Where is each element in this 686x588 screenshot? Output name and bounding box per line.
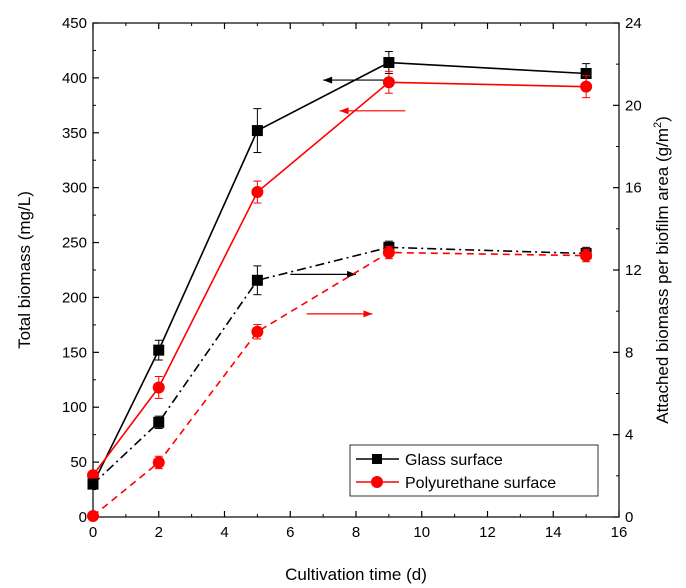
data-point-circle xyxy=(382,76,395,89)
y-left-tick-label: 100 xyxy=(62,399,87,416)
x-tick-label: 16 xyxy=(611,524,628,541)
data-point-circle xyxy=(382,246,395,259)
y-left-tick-label: 300 xyxy=(62,180,87,197)
data-point-square xyxy=(87,478,99,490)
series-3 xyxy=(87,245,593,522)
data-point-square xyxy=(251,274,263,286)
y-right-axis-title: Attached biomass per biofilm area (g/m2) xyxy=(652,116,672,424)
y-right-axis-title-sup: 2 xyxy=(652,122,664,128)
x-tick-label: 2 xyxy=(155,524,163,541)
y-left-tick-label: 350 xyxy=(62,125,87,142)
data-point-circle xyxy=(580,80,593,93)
x-tick-label: 14 xyxy=(545,524,562,541)
x-axis-title: Cultivation time (d) xyxy=(285,565,427,584)
data-point-circle xyxy=(251,186,264,199)
data-point-square xyxy=(153,416,165,428)
series-1 xyxy=(87,70,593,482)
annotation-arrowhead xyxy=(339,107,349,115)
legend-polyurethane-label: Polyurethane surface xyxy=(405,475,556,492)
series-layer xyxy=(87,51,593,522)
axis-ticks xyxy=(92,22,620,518)
y-left-tick-label: 150 xyxy=(62,344,87,361)
data-point-square xyxy=(251,125,263,137)
x-tick-label: 10 xyxy=(413,524,430,541)
y-right-tick-label: 0 xyxy=(625,509,633,526)
y-right-tick-label: 24 xyxy=(625,15,642,32)
y-left-tick-label: 200 xyxy=(62,289,87,306)
data-point-square xyxy=(383,57,395,69)
legend-box xyxy=(349,444,599,497)
annotation-arrows xyxy=(290,76,406,318)
y-right-tick-label: 12 xyxy=(625,262,642,279)
y-left-tick-label: 50 xyxy=(70,454,87,471)
legend-glass-label: Glass surface xyxy=(405,452,503,469)
x-tick-label: 6 xyxy=(286,524,294,541)
data-point-circle xyxy=(87,509,99,522)
series-line xyxy=(92,81,587,476)
y-right-axis-title-main: Attached biomass per biofilm area (g/m xyxy=(653,128,672,424)
y-right-tick-label: 20 xyxy=(625,97,642,114)
data-point-square xyxy=(153,344,165,356)
y-left-tick-label: 450 xyxy=(62,15,87,32)
annotation-arrowhead xyxy=(347,270,356,278)
legend-polyurethane-marker xyxy=(371,476,383,488)
plot-frame xyxy=(92,22,620,518)
y-right-tick-label: 16 xyxy=(625,180,642,197)
data-point-square xyxy=(580,67,592,79)
tick-labels: 0 2 4 6 8 10 12 14 16050100150200250300350400450… xyxy=(62,15,642,541)
x-tick-label: 8 xyxy=(352,524,360,541)
annotation-arrowhead xyxy=(363,310,373,318)
series-line xyxy=(92,61,587,485)
x-tick-label: 12 xyxy=(479,524,496,541)
legend-glass-marker xyxy=(372,454,382,464)
data-point-circle xyxy=(580,249,593,262)
x-tick-label: 0 xyxy=(89,524,97,541)
annotation-arrowhead xyxy=(323,76,333,84)
series-line xyxy=(92,246,587,485)
y-left-tick-label: 0 xyxy=(79,509,87,526)
y-left-tick-label: 400 xyxy=(62,70,87,87)
data-point-circle xyxy=(152,381,165,394)
y-right-tick-label: 4 xyxy=(625,427,633,444)
legend: Glass surface Polyurethane surface xyxy=(349,444,599,497)
y-left-axis-title: Total biomass (mg/L) xyxy=(15,191,34,349)
y-right-tick-label: 8 xyxy=(625,344,633,361)
data-point-circle xyxy=(87,469,99,482)
data-point-circle xyxy=(251,325,264,338)
data-point-circle xyxy=(152,456,165,469)
y-left-tick-label: 250 xyxy=(62,235,87,252)
x-tick-label: 4 xyxy=(220,524,228,541)
y-right-axis-title-close: ) xyxy=(653,116,672,122)
